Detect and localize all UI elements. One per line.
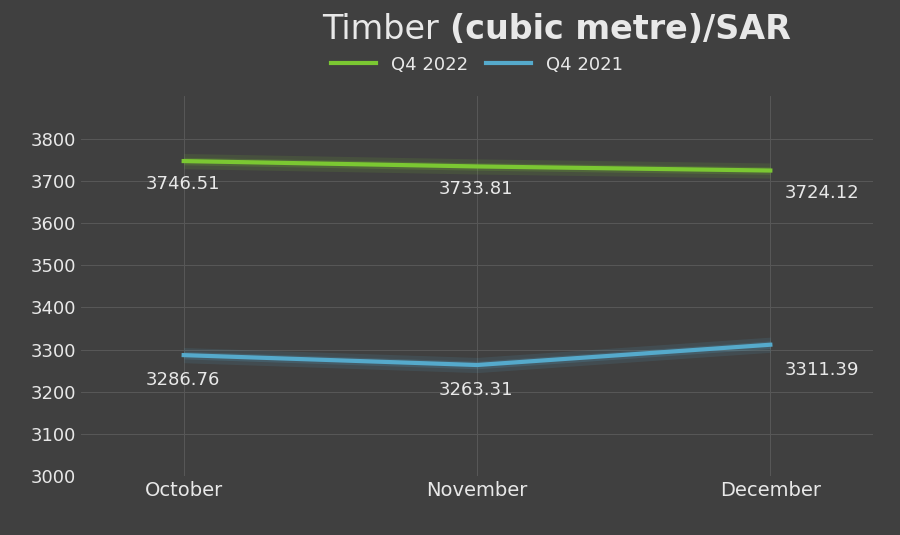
Legend: Q4 2022, Q4 2021: Q4 2022, Q4 2021 — [324, 48, 630, 81]
Text: 3263.31: 3263.31 — [439, 381, 513, 399]
Text: 3724.12: 3724.12 — [785, 184, 859, 202]
Text: 3286.76: 3286.76 — [146, 371, 220, 389]
Text: 3733.81: 3733.81 — [439, 180, 513, 198]
Text: 3311.39: 3311.39 — [785, 361, 859, 379]
Text: Timber: Timber — [322, 13, 450, 46]
Text: (cubic metre)/SAR: (cubic metre)/SAR — [450, 13, 791, 46]
Text: 3746.51: 3746.51 — [146, 174, 220, 193]
